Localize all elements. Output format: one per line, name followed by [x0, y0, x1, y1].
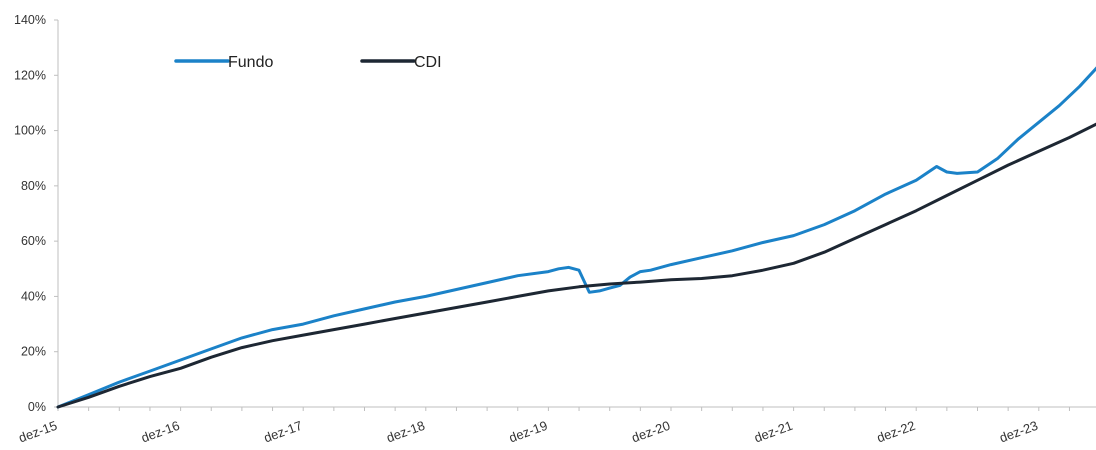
series-line-cdi	[56, 122, 1096, 409]
y-tick-label: 140%	[14, 13, 46, 27]
x-tick-label: dez-16	[139, 418, 181, 446]
x-axis: dez-15 dez-16 dez-17 dez-18 dez-19 dez-20 dez-…	[17, 406, 1096, 446]
y-tick-label: 40%	[21, 289, 46, 303]
x-tick-label: dez-15	[17, 418, 59, 446]
y-axis: 0% 20% 40% 60% 80% 100% 120% 140%	[14, 13, 59, 414]
x-tick-label: dez-20	[630, 418, 672, 446]
legend-label: Fundo	[228, 54, 273, 71]
x-tick-label: dez-18	[384, 418, 426, 446]
legend: Fundo CDI	[174, 54, 442, 71]
y-tick-label: 80%	[21, 179, 46, 193]
x-tick-label: dez-22	[875, 418, 917, 446]
legend-item-cdi: CDI	[360, 54, 442, 71]
y-tick-label: 20%	[21, 345, 46, 359]
y-tick-label: 60%	[21, 234, 46, 248]
y-tick-label: 120%	[14, 68, 46, 82]
x-tick-label: dez-17	[262, 418, 304, 446]
x-tick-label: dez-23	[997, 418, 1039, 446]
y-tick-label: 0%	[28, 400, 46, 414]
y-tick-label: 100%	[14, 124, 46, 138]
x-tick-label: dez-21	[752, 418, 794, 446]
series-line-fundo	[56, 66, 1096, 409]
legend-item-fundo: Fundo	[174, 54, 273, 71]
x-tick-label: dez-19	[507, 418, 549, 446]
legend-label: CDI	[414, 54, 442, 71]
series-lines	[56, 66, 1096, 409]
